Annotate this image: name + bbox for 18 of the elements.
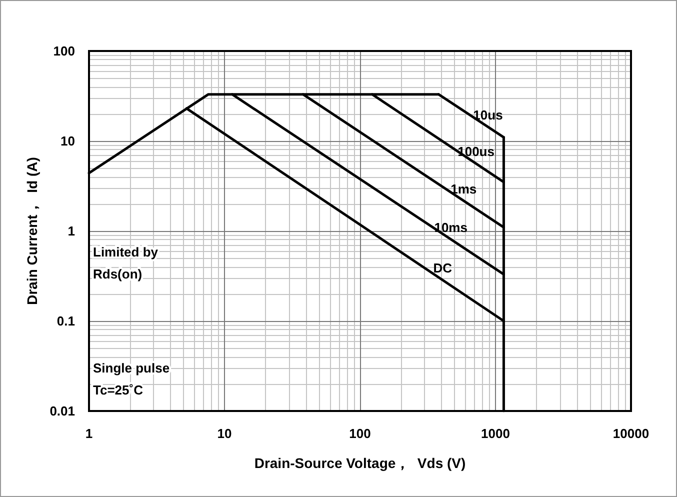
x-tick-label: 1000 [481, 426, 510, 441]
x-tick-label: 10 [217, 426, 232, 441]
y-tick-label: 1 [68, 224, 75, 238]
y-tick-label: 0.01 [50, 404, 75, 418]
x-axis-title: Drain-Source Voltage， Vds (V) [254, 455, 466, 471]
annotation: Single pulse Tc=25˚C [93, 360, 174, 398]
x-tick-label: 100 [349, 426, 371, 441]
annotation: Limited by Rds(on) [93, 244, 162, 282]
y-tick-label: 100 [53, 44, 75, 58]
x-tick-label: 1 [85, 426, 93, 441]
y-axis-title: Drain Current， Id (A) [24, 157, 40, 305]
x-tick-label: 10000 [612, 426, 650, 441]
series-label: DC [433, 260, 453, 276]
series-label: 10ms [434, 220, 468, 235]
series-label: 1ms [450, 181, 477, 196]
y-tick-label: 10 [60, 134, 75, 148]
y-tick-label: 0.1 [56, 314, 75, 328]
series-label: 10us [473, 108, 503, 123]
